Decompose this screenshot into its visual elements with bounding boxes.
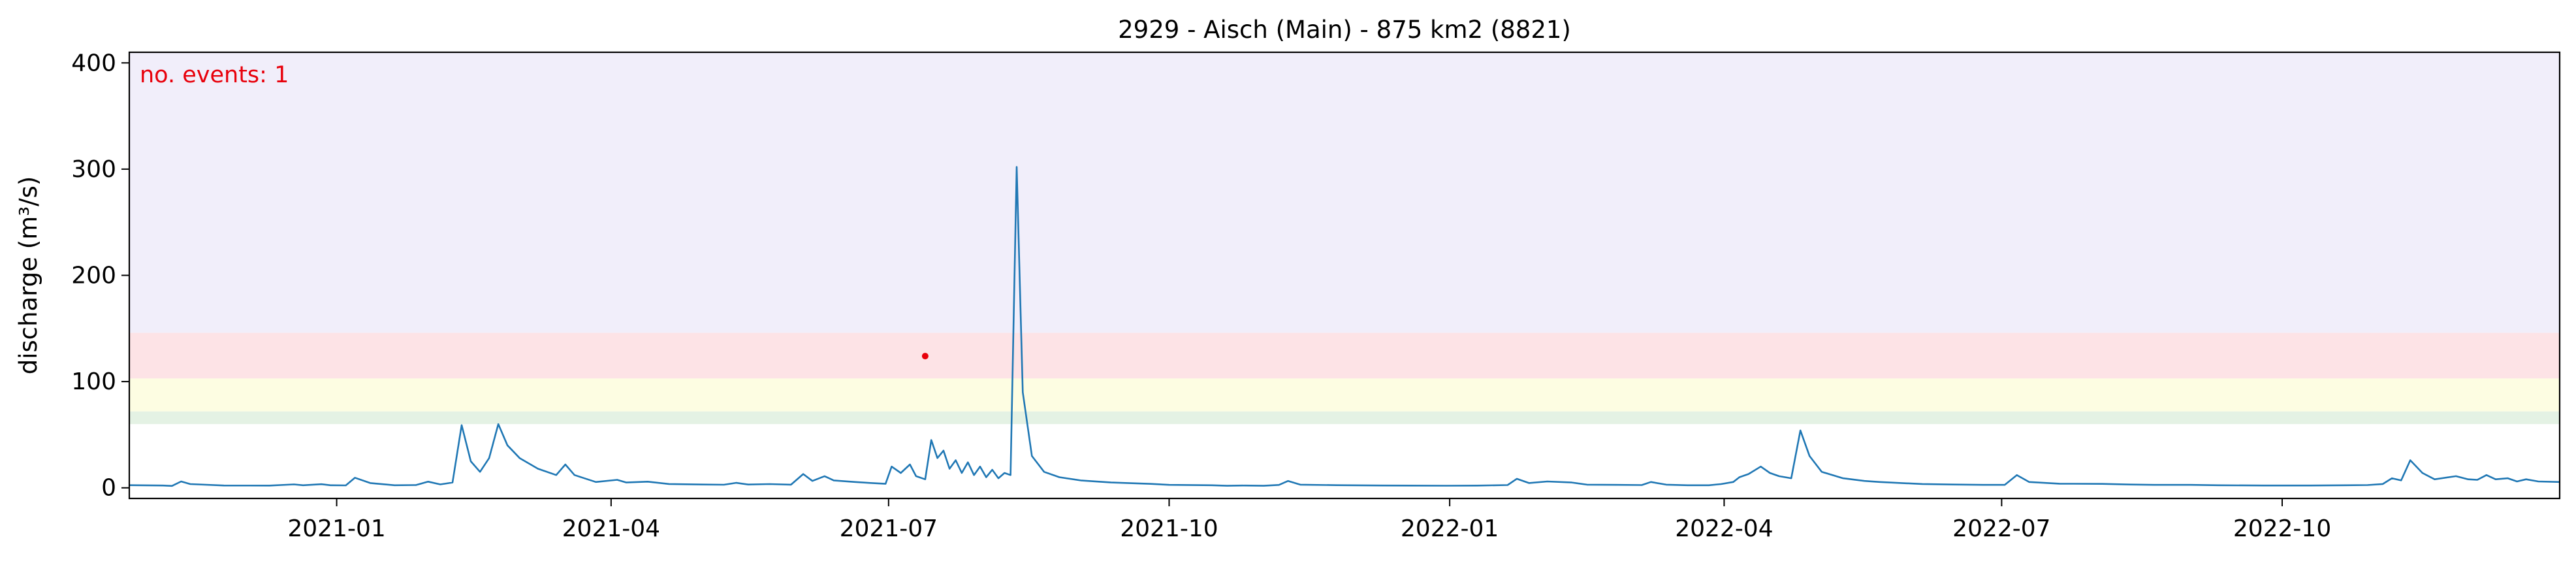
x-tick-label-2022-10: 2022-10 [2233,515,2331,542]
y-tick-label-0: 0 [101,475,116,502]
x-axis: 2021-01 2021-04 2021-07 2021-10 2022-01 2022-… [287,498,2331,542]
x-tick-label-2021-07: 2021-07 [840,515,938,542]
event-markers [921,353,929,360]
x-tick-label-2021-04: 2021-04 [562,515,660,542]
threshold-band-0 [129,411,2560,425]
events-count-annotation: no. events: 1 [140,62,289,88]
y-axis-label: discharge (m³/s) [14,176,42,375]
threshold-band-3 [129,52,2560,333]
x-tick-label-2021-10: 2021-10 [1120,515,1218,542]
event-marker-0 [921,353,929,360]
x-tick-label-2021-01: 2021-01 [287,515,385,542]
y-axis: 0 100 200 300 400 [71,50,129,502]
threshold-bands [129,52,2560,425]
y-tick-label-100: 100 [71,368,116,395]
y-tick-label-200: 200 [71,263,116,289]
x-tick-label-2022-01: 2022-01 [1401,515,1499,542]
discharge-line [129,166,2560,487]
chart-title: 2929 - Aisch (Main) - 875 km2 (8821) [1118,16,1571,44]
threshold-band-2 [129,333,2560,379]
discharge-series [129,166,2560,487]
y-tick-label-300: 300 [71,156,116,183]
threshold-band-1 [129,378,2560,412]
y-tick-label-400: 400 [71,50,116,76]
x-tick-label-2022-07: 2022-07 [1952,515,2050,542]
x-tick-label-2022-04: 2022-04 [1675,515,1773,542]
